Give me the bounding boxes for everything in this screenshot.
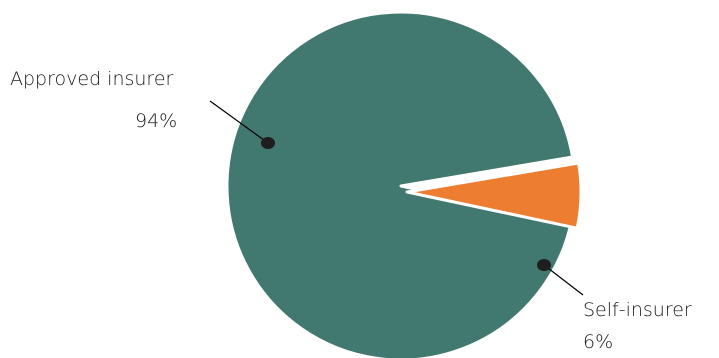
slice-label-approved-insurer: Approved insurer 94% bbox=[10, 68, 177, 132]
pie-slice-self-insurer bbox=[405, 161, 583, 230]
slice-value-label-approved-insurer: 94% bbox=[135, 110, 177, 132]
pie-slices bbox=[225, 10, 583, 358]
slice-label-self-insurer: Self-insurer 6% bbox=[583, 299, 692, 353]
pie-slice-approved-insurer bbox=[225, 10, 575, 358]
leader-lines bbox=[209, 100, 584, 296]
slice-name-label-self-insurer: Self-insurer bbox=[583, 299, 692, 321]
slice-name-label-approved-insurer: Approved insurer bbox=[10, 68, 174, 90]
slice-value-label-self-insurer: 6% bbox=[583, 331, 613, 353]
leader-line-1 bbox=[543, 264, 584, 296]
leader-line-0 bbox=[209, 100, 269, 144]
leader-dot-0 bbox=[261, 137, 275, 149]
leader-dot-1 bbox=[537, 259, 551, 271]
